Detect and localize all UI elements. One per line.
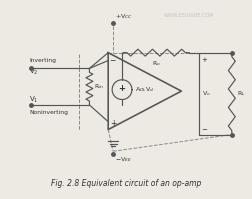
Text: V$_o$: V$_o$ <box>201 89 210 98</box>
Text: WWW.EEGUIDE.COM: WWW.EEGUIDE.COM <box>164 13 214 18</box>
Text: Fig. 2.8 Equivalent circuit of an op-amp: Fig. 2.8 Equivalent circuit of an op-amp <box>51 179 200 188</box>
Text: V$_1$: V$_1$ <box>29 95 38 105</box>
Text: R$_{in}$: R$_{in}$ <box>94 82 104 91</box>
Text: $-$: $-$ <box>200 125 207 131</box>
Text: +V$_{CC}$: +V$_{CC}$ <box>115 12 132 21</box>
Text: A$_{OL}$V$_d$: A$_{OL}$V$_d$ <box>134 85 154 94</box>
Text: R$_L$: R$_L$ <box>236 89 244 98</box>
Text: $-$V$_{EE}$: $-$V$_{EE}$ <box>115 155 132 164</box>
Text: Inverting: Inverting <box>29 58 56 63</box>
Text: Noninverting: Noninverting <box>29 110 68 115</box>
Text: R$_o$: R$_o$ <box>151 60 160 68</box>
Text: +: + <box>200 57 206 63</box>
Text: $-$: $-$ <box>109 54 116 63</box>
Text: +: + <box>110 119 116 128</box>
Text: +: + <box>118 84 125 93</box>
Text: V$_2$: V$_2$ <box>29 67 38 77</box>
